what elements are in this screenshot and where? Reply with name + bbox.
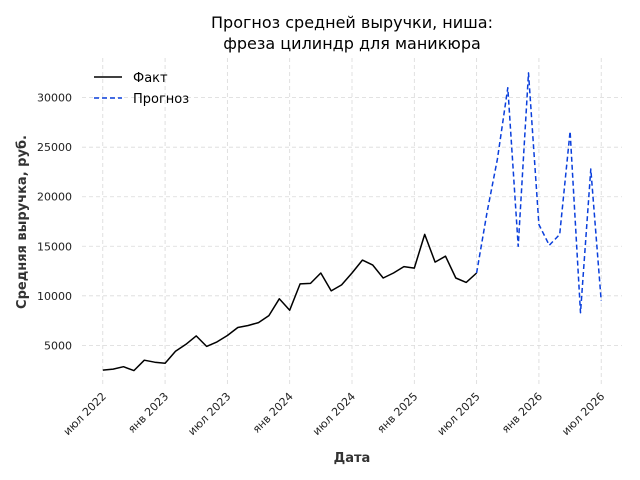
x-tick-label: янв 2026 [499,390,545,436]
grid-lines [82,58,622,385]
y-tick-label: 30000 [37,92,72,105]
legend: Факт Прогноз [94,71,189,107]
chart-title-line: фреза цилиндр для маникюра [223,34,481,53]
x-tick-label: янв 2023 [125,390,171,436]
forecast-series-line [475,72,602,314]
x-tick-label: янв 2025 [375,390,421,436]
series-lines [102,72,602,372]
y-tick-label: 20000 [37,191,72,204]
y-tick-label: 10000 [37,290,72,303]
x-tick-label: июл 2024 [310,390,358,438]
x-tick-label: июл 2022 [61,390,109,438]
actual-series-line [102,233,478,372]
y-tick-label: 25000 [37,141,72,154]
legend-label: Факт [133,71,168,86]
x-tick-label: июл 2025 [435,390,483,438]
y-tick-label: 5000 [44,339,72,352]
chart-title-line: Прогноз средней выручки, ниша: [211,13,493,32]
y-axis-ticks: 5000 10000 15000 20000 25000 30000 [37,92,72,353]
x-tick-label: июл 2026 [559,390,607,438]
chart-title: Прогноз средней выручки, ниша: фреза цили… [211,13,493,53]
x-axis-ticks: июл 2022 янв 2023 июл 2023 янв 2024 июл 2024… [61,390,608,438]
x-tick-label: июл 2023 [185,390,233,438]
legend-label: Прогноз [133,92,189,107]
y-axis-label: Средняя выручка, руб. [15,135,30,309]
y-tick-label: 15000 [37,240,72,253]
x-tick-label: янв 2024 [250,390,296,436]
x-axis-label: Дата [334,451,371,466]
